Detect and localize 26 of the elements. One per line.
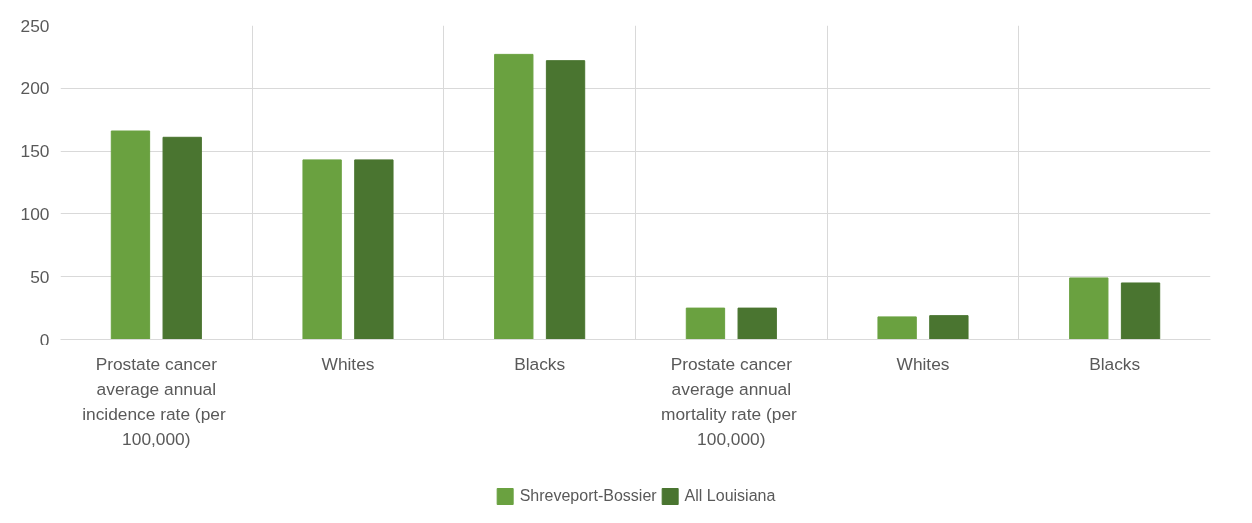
bar: [110, 130, 151, 340]
bar: [354, 159, 394, 340]
x-tick-label: Whites: [896, 353, 950, 374]
y-tick-label: 150: [20, 141, 50, 162]
x-tick-label: Blacks: [1089, 353, 1141, 374]
bar: [162, 136, 202, 340]
x-tick-label: Prostate cancer average annual mortality rate (per 100,000): [661, 353, 798, 449]
bar: [685, 307, 726, 340]
y-tick-label: 100: [20, 203, 50, 224]
bar: [877, 316, 917, 340]
legend-label: All Louisiana: [684, 487, 776, 505]
legend-label: Shreveport-Bossier: [519, 487, 657, 505]
bar: [545, 60, 586, 340]
y-tick-label: 50: [30, 266, 50, 287]
x-tick-label: Blacks: [514, 353, 566, 374]
bar: [929, 315, 969, 340]
bar: [1120, 282, 1161, 340]
y-tick-label: 0: [39, 329, 50, 350]
bar: [737, 307, 777, 340]
x-tick-label: Prostate cancer average annual incidence rate (per 100,000): [82, 353, 226, 449]
y-tick-label: 250: [20, 15, 50, 36]
bar: [1069, 277, 1109, 340]
bar: [494, 53, 534, 340]
y-tick-label: 200: [20, 78, 50, 99]
bar: [302, 159, 342, 340]
x-tick-label: Whites: [321, 353, 375, 374]
